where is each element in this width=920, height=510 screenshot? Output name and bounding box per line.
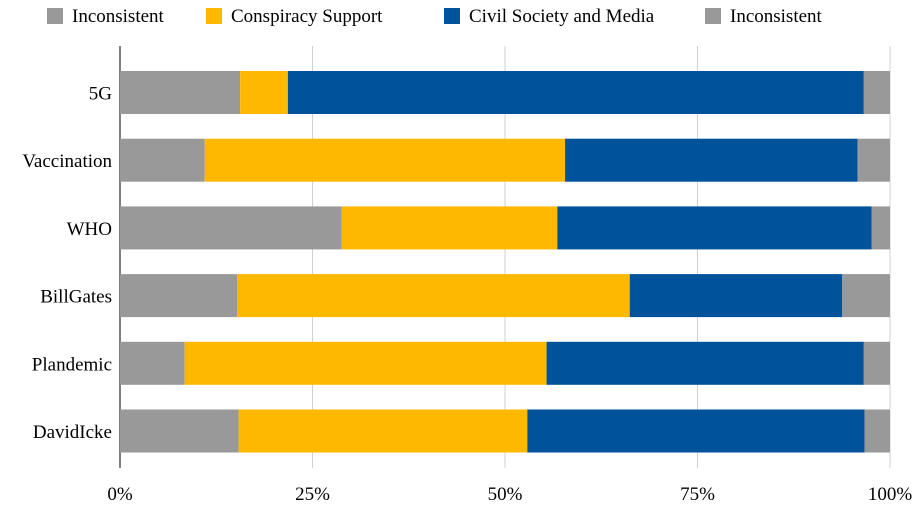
bar-who-series-3 bbox=[871, 206, 890, 250]
x-tick-label: 25% bbox=[295, 484, 330, 505]
legend-label: Conspiracy Support bbox=[231, 6, 383, 27]
legend-label: Inconsistent bbox=[730, 6, 823, 27]
x-tick-label: 0% bbox=[107, 484, 133, 505]
bar-vaccination-series-2 bbox=[565, 138, 858, 182]
bar-vaccination-series-1 bbox=[204, 138, 566, 182]
bar-billgates-series-3 bbox=[842, 274, 890, 318]
bar-who-series-0 bbox=[120, 206, 342, 250]
bar-5g-series-0 bbox=[120, 71, 241, 114]
legend-swatch bbox=[206, 8, 222, 24]
bar-plandemic-series-2 bbox=[546, 341, 864, 385]
category-labels: 5G Vaccination WHO BillGates Plandemic DavidI… bbox=[22, 84, 112, 444]
bar-vaccination-series-3 bbox=[857, 138, 890, 182]
bar-davidicke-series-3 bbox=[864, 409, 890, 453]
legend-swatch bbox=[47, 8, 63, 24]
bar-plandemic-series-0 bbox=[120, 341, 185, 385]
bar-who-series-2 bbox=[557, 206, 872, 250]
bar-who-series-1 bbox=[341, 206, 558, 250]
bar-billgates-series-2 bbox=[629, 274, 843, 318]
x-tick-label: 100% bbox=[868, 484, 913, 505]
bar-plandemic-series-1 bbox=[184, 341, 547, 385]
category-label: Vaccination bbox=[22, 151, 112, 172]
bar-billgates-series-0 bbox=[120, 274, 238, 318]
category-label: 5G bbox=[89, 84, 113, 105]
x-tick-label: 75% bbox=[680, 484, 715, 505]
bar-davidicke-series-2 bbox=[527, 409, 865, 453]
legend-swatch bbox=[444, 8, 460, 24]
category-label: DavidIcke bbox=[33, 422, 112, 443]
legend: Inconsistent Conspiracy Support Civil Soci… bbox=[47, 6, 823, 27]
bar-davidicke-series-1 bbox=[238, 409, 528, 453]
bar-plandemic-series-3 bbox=[863, 341, 890, 385]
legend-swatch bbox=[705, 8, 721, 24]
bars bbox=[120, 71, 890, 453]
bar-billgates-series-1 bbox=[237, 274, 630, 318]
category-label: WHO bbox=[67, 219, 112, 240]
bar-davidicke-series-0 bbox=[120, 409, 239, 453]
bar-5g-series-3 bbox=[863, 71, 890, 114]
x-tick-labels: 0% 25% 50% 75% 100% bbox=[107, 484, 912, 505]
category-label: BillGates bbox=[40, 287, 112, 308]
gridlines bbox=[119, 46, 891, 468]
x-tick-label: 50% bbox=[488, 484, 523, 505]
category-label: Plandemic bbox=[32, 354, 112, 375]
bar-5g-series-2 bbox=[287, 71, 864, 114]
legend-label: Inconsistent bbox=[72, 6, 165, 27]
legend-label: Civil Society and Media bbox=[469, 6, 655, 27]
bar-vaccination-series-0 bbox=[120, 138, 205, 182]
bar-5g-series-1 bbox=[240, 71, 288, 114]
